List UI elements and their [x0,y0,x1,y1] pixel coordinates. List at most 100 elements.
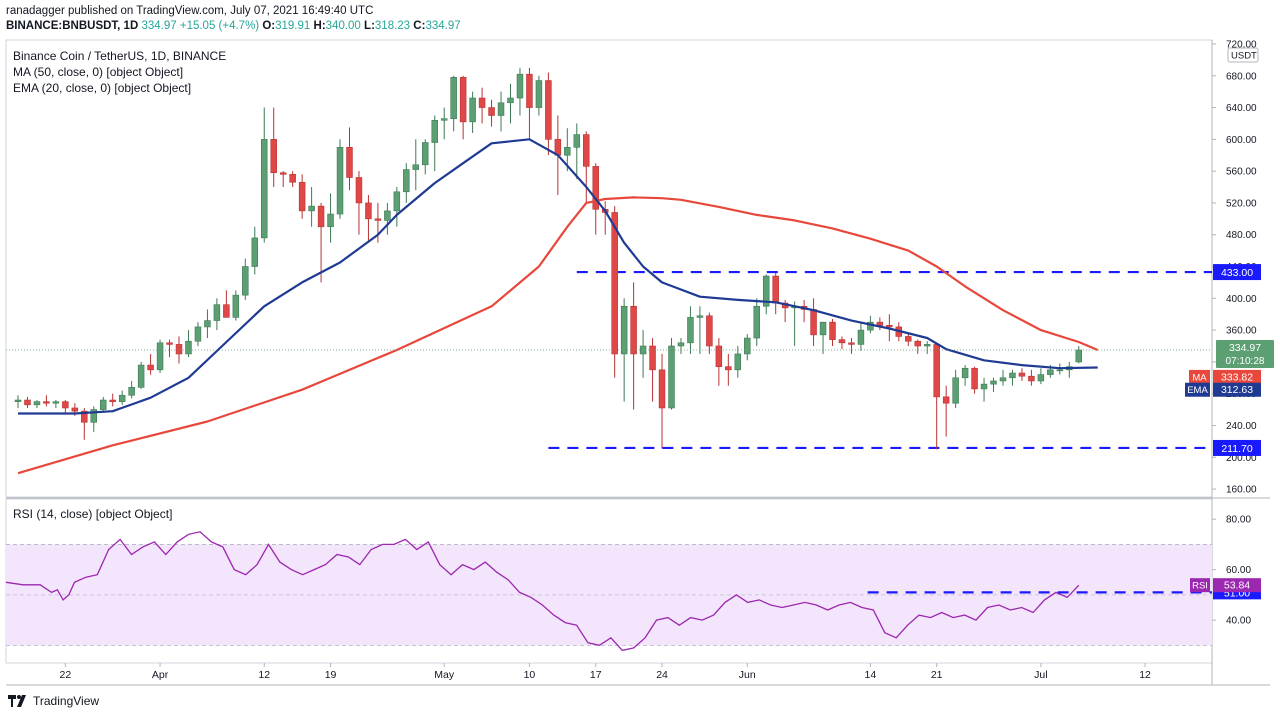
ma-tag-label: MA [1192,372,1207,383]
candle-body [242,266,249,296]
candle-body [270,139,277,174]
ema-value-label: 312.63 [1221,384,1253,396]
time-axis-tick-label: 10 [524,669,536,681]
candle-body [715,345,723,367]
candle-body [706,315,713,347]
candle-body [573,134,581,148]
candle-body [147,364,154,371]
rsi-axis-tick-label: 80.00 [1226,515,1251,526]
high-value: 340.00 [325,20,361,32]
high-label: H: [313,20,326,32]
candle-body [71,407,79,412]
candle-body [744,337,751,355]
level-tag-label: 211.70 [1221,443,1252,455]
candle-body [999,377,1007,382]
candle-body [772,275,779,304]
open-value: 319.91 [275,20,311,32]
tradingview-logo-icon [8,695,26,707]
candle-body [639,345,647,355]
candle-body [829,321,836,340]
candle-body [204,320,211,328]
price-axis-tick-label: 520.00 [1226,198,1257,209]
time-axis-tick-label: 17 [590,669,602,681]
time-axis-tick-label: May [434,669,455,681]
candle-body [289,174,296,183]
candle-body [185,340,192,355]
candle-body [611,212,618,355]
candle-body [1056,369,1064,372]
time-axis-tick-label: 22 [60,669,72,681]
candle-body [687,317,694,344]
candle-body [261,139,268,239]
candle-body [734,353,742,371]
candle-body [355,177,363,204]
candle-body [762,275,770,307]
candle-body [137,364,145,388]
time-axis-tick-label: 19 [325,669,337,681]
last-price-tag [1216,339,1274,368]
candle-body [317,205,325,228]
candle-body [848,342,855,345]
time-axis-tick-label: 24 [656,669,668,681]
time-axis-tick-label: 12 [1139,669,1151,681]
candle-body [942,396,950,404]
candle-body [118,394,126,402]
candle-body [403,169,410,193]
candle-body [980,383,988,390]
candle-body [545,80,552,140]
price-axis-tick-label: 240.00 [1226,421,1257,432]
candle-body [412,164,420,170]
candle-body [346,146,353,178]
candle-body [365,202,372,220]
candle-body [488,107,495,116]
price-axis-tick-label: 200.00 [1226,453,1257,464]
candle-body [52,401,60,404]
candle-body [450,77,457,119]
candle-body [876,321,884,326]
price-change: +15.05 (+4.7%) [179,20,260,32]
candle-body [128,387,135,396]
tradingview-footer: TradingView [8,694,99,708]
candle-body [497,102,505,116]
candle-body [1009,372,1016,379]
price-axis-tick-label: 560.00 [1226,167,1257,178]
last-price: 334.97 [141,20,177,32]
close-value: 334.97 [425,20,461,32]
candle-body [564,146,571,156]
candle-body [658,369,666,409]
candle-body [905,336,912,342]
price-axis-tick-label: 480.00 [1226,230,1257,241]
candle-body [166,342,173,345]
time-axis-tick-label: Jun [739,669,756,681]
time-axis-tick-label: 21 [931,669,943,681]
candle-body [213,304,221,321]
level-tag [1213,264,1261,281]
candle-body [507,97,514,104]
rsi-value-label: 53.84 [1224,580,1250,592]
rsi-tag-label: RSI [1192,581,1208,592]
candle-body [971,367,978,390]
level-tag-label: 433.00 [1221,267,1253,279]
rsi-value-tag [1213,578,1261,593]
candle-body [81,410,88,423]
candle-body [677,342,685,347]
candle-body [308,205,315,212]
candle-body [583,134,590,167]
candle-body [516,73,524,99]
candle-body [1047,369,1054,375]
ema-tag-badge [1185,382,1210,397]
candle-body [696,315,704,318]
last-price-tag-label: 334.97 [1229,342,1261,354]
candle-body [914,340,921,347]
candle-body [156,342,164,371]
candle-body [1075,349,1082,363]
candle-body [857,329,865,345]
ma-value-label: 333.82 [1221,371,1253,383]
candle-body [327,213,334,228]
rsi-axis-tick-label: 60.00 [1226,565,1251,576]
level-tag [1213,439,1261,456]
candle-body [24,399,31,406]
candle-body [961,367,969,379]
price-axis-tick-label: 360.00 [1226,326,1257,337]
